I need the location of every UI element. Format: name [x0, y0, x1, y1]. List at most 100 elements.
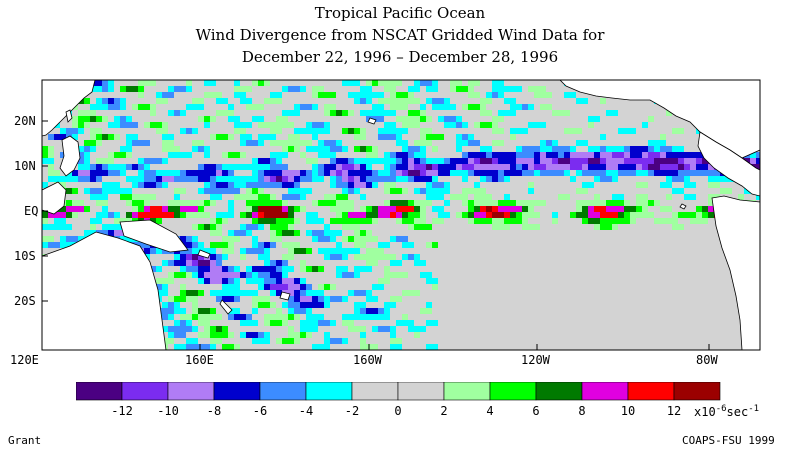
field-cell: [498, 140, 504, 146]
field-cell: [486, 98, 492, 104]
field-cell: [348, 218, 354, 224]
field-cell: [330, 338, 336, 344]
field-cell: [576, 164, 582, 170]
field-cell: [180, 290, 186, 296]
field-cell: [660, 170, 666, 176]
field-cell: [582, 206, 588, 212]
field-cell: [582, 152, 588, 158]
field-cell: [48, 152, 54, 158]
field-cell: [438, 98, 444, 104]
field-cell: [276, 266, 282, 272]
field-cell: [234, 182, 240, 188]
field-cell: [432, 98, 438, 104]
field-cell: [600, 158, 606, 164]
field-cell: [612, 212, 618, 218]
field-cell: [318, 140, 324, 146]
field-cell: [666, 182, 672, 188]
field-cell: [126, 122, 132, 128]
field-cell: [132, 182, 138, 188]
field-cell: [504, 218, 510, 224]
field-cell: [42, 212, 48, 218]
field-cell: [192, 290, 198, 296]
field-cell: [666, 218, 672, 224]
field-cell: [534, 92, 540, 98]
field-cell: [354, 230, 360, 236]
field-cell: [474, 194, 480, 200]
field-cell: [324, 254, 330, 260]
field-cell: [48, 236, 54, 242]
field-cell: [450, 86, 456, 92]
field-cell: [288, 182, 294, 188]
field-cell: [72, 206, 78, 212]
field-cell: [354, 224, 360, 230]
field-cell: [402, 128, 408, 134]
field-cell: [510, 110, 516, 116]
field-cell: [312, 314, 318, 320]
field-cell: [282, 194, 288, 200]
field-cell: [270, 284, 276, 290]
field-cell: [492, 218, 498, 224]
field-cell: [618, 200, 624, 206]
field-cell: [216, 224, 222, 230]
field-cell: [330, 152, 336, 158]
field-cell: [348, 164, 354, 170]
field-cell: [330, 170, 336, 176]
field-cell: [288, 248, 294, 254]
field-cell: [114, 116, 120, 122]
field-cell: [330, 254, 336, 260]
field-cell: [252, 278, 258, 284]
field-cell: [456, 212, 462, 218]
field-cell: [366, 296, 372, 302]
field-cell: [246, 320, 252, 326]
field-cell: [372, 212, 378, 218]
field-cell: [354, 218, 360, 224]
field-cell: [486, 146, 492, 152]
field-cell: [282, 110, 288, 116]
field-cell: [510, 164, 516, 170]
field-cell: [432, 134, 438, 140]
field-cell: [216, 98, 222, 104]
field-cell: [228, 296, 234, 302]
field-cell: [330, 146, 336, 152]
field-cell: [264, 320, 270, 326]
field-cell: [336, 266, 342, 272]
field-cell: [534, 212, 540, 218]
field-cell: [660, 164, 666, 170]
field-cell: [258, 338, 264, 344]
units-exponent: -6: [715, 404, 727, 414]
field-cell: [318, 266, 324, 272]
field-cell: [630, 158, 636, 164]
field-cell: [78, 200, 84, 206]
field-cell: [414, 176, 420, 182]
field-cell: [366, 314, 372, 320]
field-cell: [372, 296, 378, 302]
field-cell: [432, 188, 438, 194]
field-cell: [306, 248, 312, 254]
field-cell: [192, 266, 198, 272]
field-cell: [366, 152, 372, 158]
field-cell: [396, 158, 402, 164]
colorbar-swatch: [627, 382, 675, 401]
field-cell: [180, 272, 186, 278]
field-cell: [198, 140, 204, 146]
field-cell: [168, 140, 174, 146]
field-cell: [678, 152, 684, 158]
field-cell: [642, 146, 648, 152]
field-cell: [222, 218, 228, 224]
field-cell: [162, 326, 168, 332]
field-cell: [222, 236, 228, 242]
field-cell: [102, 98, 108, 104]
field-cell: [384, 110, 390, 116]
field-cell: [270, 278, 276, 284]
field-cell: [96, 158, 102, 164]
field-cell: [636, 194, 642, 200]
field-cell: [480, 146, 486, 152]
field-cell: [672, 224, 678, 230]
field-cell: [360, 146, 366, 152]
field-cell: [168, 260, 174, 266]
field-cell: [420, 200, 426, 206]
field-cell: [156, 206, 162, 212]
field-cell: [600, 170, 606, 176]
field-cell: [300, 332, 306, 338]
field-cell: [96, 212, 102, 218]
